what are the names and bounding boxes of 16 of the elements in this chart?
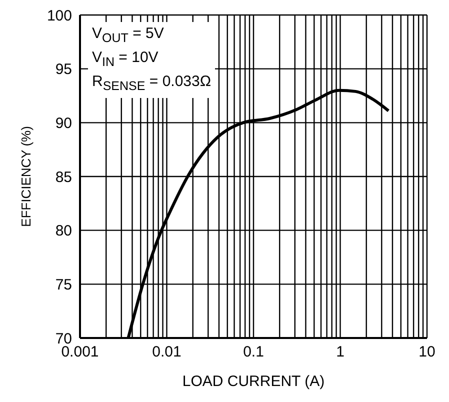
y-tick-label: 80 — [55, 222, 72, 240]
annotation: V$_{IN}$ = 10V — [92, 48, 160, 71]
annotation: R$_{SENSE}$ = 0.033Ω — [92, 72, 212, 95]
x-tick-label: 10 — [418, 344, 436, 361]
x-tick-label: 0.01 — [152, 344, 182, 361]
x-axis-title: LOAD CURRENT (A) — [182, 373, 325, 390]
y-tick-label: 75 — [55, 276, 72, 294]
note-box: V$_{OUT}$ = 5V V$_{IN}$ = 10V R$_{SENSE}$ = 0.033Ω — [88, 22, 216, 98]
x-tick-label: 1 — [336, 344, 344, 361]
annotation: V$_{OUT}$ = 5V — [92, 24, 165, 47]
y-axis-title: EFFICIENCY (%) — [18, 126, 34, 227]
y-tick-label: 100 — [46, 7, 72, 24]
y-tick-label: 90 — [55, 114, 72, 132]
x-tick-label: 0.1 — [243, 344, 264, 361]
y-tick-label: 95 — [55, 61, 72, 78]
y-tick-label: 85 — [55, 168, 72, 186]
